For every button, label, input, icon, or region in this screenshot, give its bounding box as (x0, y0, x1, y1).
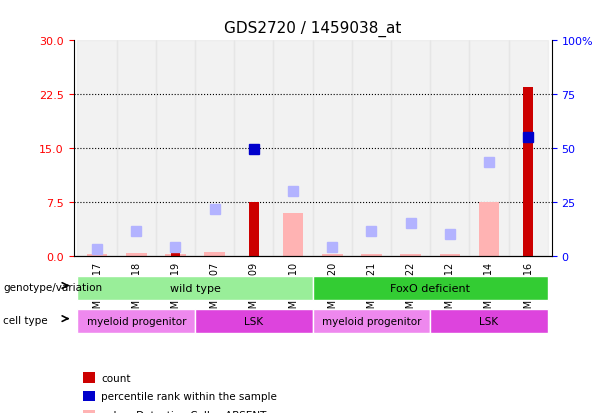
Bar (165, 254, 186, 256)
Bar (204, 252, 225, 256)
Text: value, Detection Call = ABSENT: value, Detection Call = ABSENT (101, 410, 267, 413)
Bar (87, 254, 107, 256)
Bar (470, 41, 509, 256)
Bar (440, 254, 460, 256)
Bar (430, 41, 470, 256)
FancyBboxPatch shape (195, 309, 313, 333)
Text: count: count (101, 373, 131, 383)
FancyBboxPatch shape (313, 276, 548, 300)
Bar (283, 213, 303, 256)
Text: LSK: LSK (479, 316, 498, 326)
FancyBboxPatch shape (77, 309, 195, 333)
Bar (524, 88, 533, 256)
Bar (400, 254, 421, 256)
Text: LSK: LSK (244, 316, 264, 326)
Bar (195, 41, 234, 256)
Bar (391, 41, 430, 256)
Bar (234, 41, 273, 256)
Bar (77, 41, 116, 256)
Bar (322, 254, 343, 256)
Text: myeloid progenitor: myeloid progenitor (322, 316, 421, 326)
Text: wild type: wild type (170, 283, 221, 293)
FancyBboxPatch shape (313, 309, 430, 333)
Bar (313, 41, 352, 256)
FancyBboxPatch shape (77, 276, 313, 300)
Bar (361, 254, 382, 256)
Bar (352, 41, 391, 256)
Title: GDS2720 / 1459038_at: GDS2720 / 1459038_at (224, 21, 402, 37)
Bar (509, 41, 548, 256)
FancyBboxPatch shape (430, 309, 548, 333)
Bar (479, 202, 499, 256)
Bar (156, 41, 195, 256)
Text: myeloid progenitor: myeloid progenitor (86, 316, 186, 326)
Text: genotype/variation: genotype/variation (3, 282, 102, 292)
Text: percentile rank within the sample: percentile rank within the sample (101, 392, 277, 401)
Bar (170, 252, 180, 256)
Bar (116, 41, 156, 256)
Bar (249, 202, 259, 256)
Text: FoxO deficient: FoxO deficient (390, 283, 470, 293)
Bar (273, 41, 313, 256)
Text: cell type: cell type (3, 315, 48, 325)
Bar (126, 253, 147, 256)
